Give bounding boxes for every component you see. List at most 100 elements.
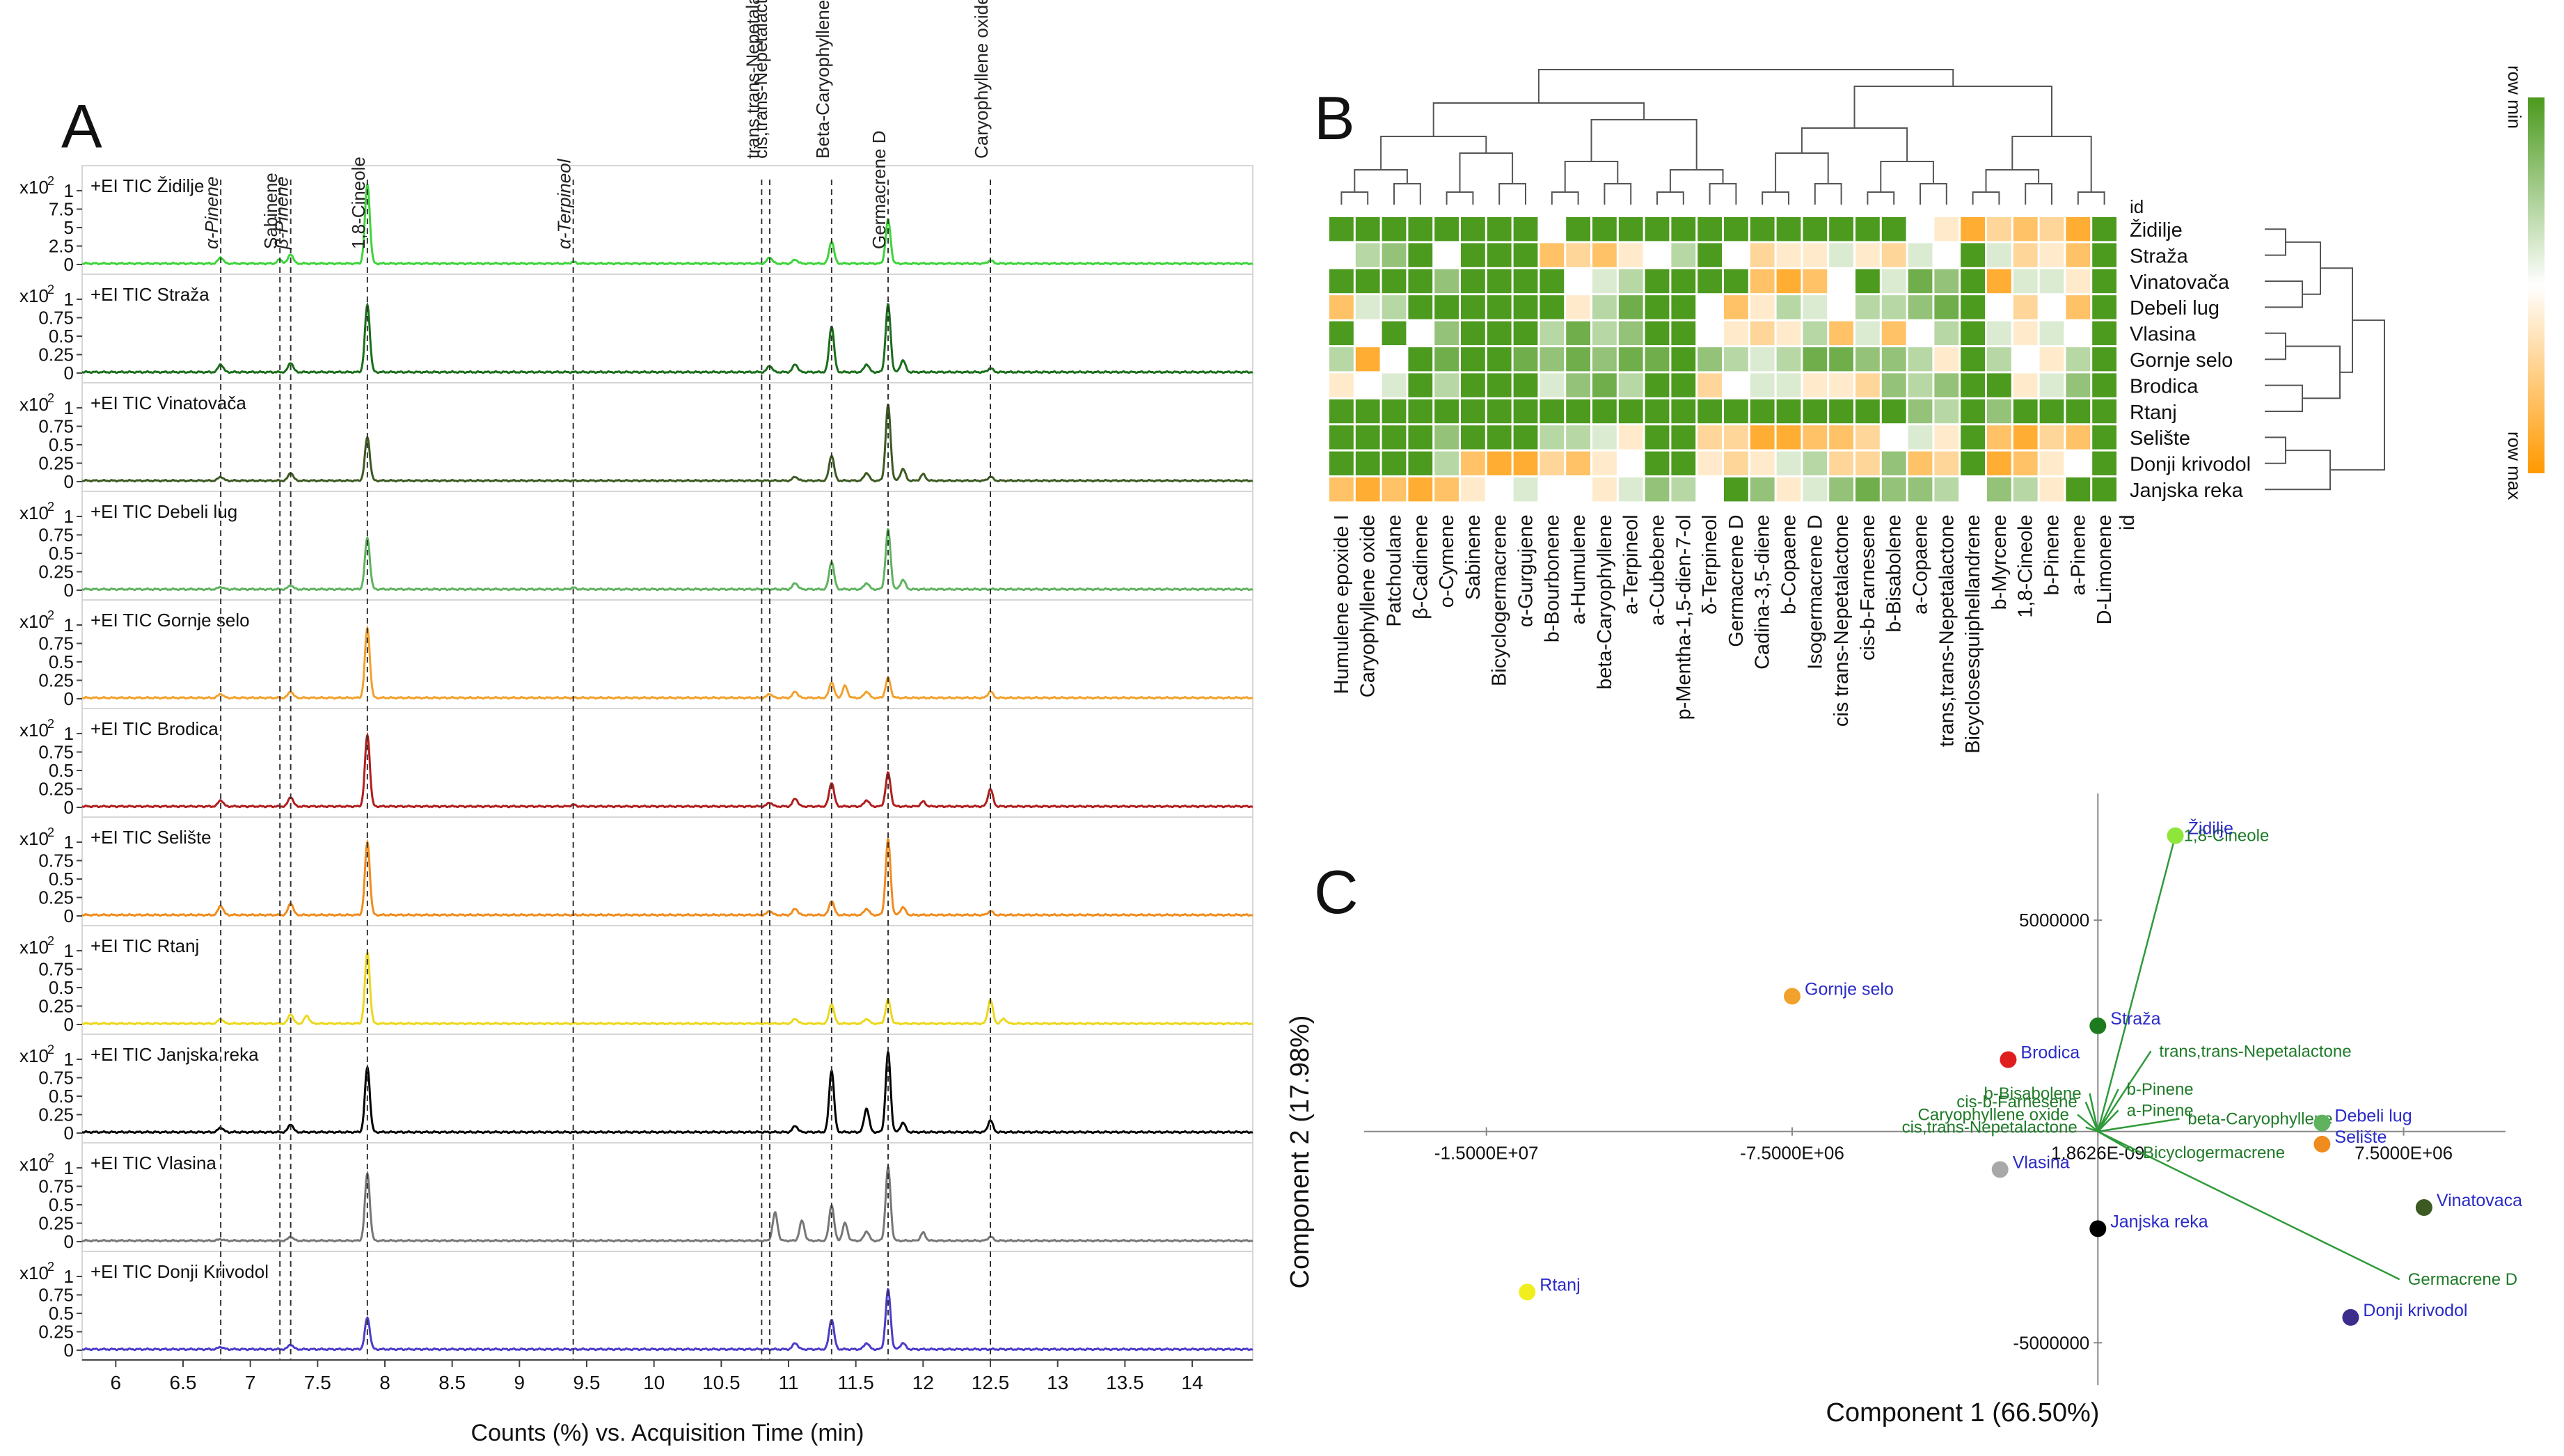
chromatogram-trace bbox=[82, 1166, 1253, 1243]
heatmap-cell bbox=[1961, 451, 1985, 475]
heatmap-cell bbox=[1987, 425, 2011, 450]
row-dendrogram-link bbox=[2265, 332, 2286, 361]
heatmap-cell bbox=[1987, 217, 2011, 242]
heatmap-cell bbox=[1855, 399, 1880, 424]
heatmap-cell bbox=[1671, 243, 1696, 267]
heatmap-cell bbox=[1540, 373, 1565, 397]
heatmap-cell bbox=[1855, 373, 1880, 397]
heatmap-cell bbox=[1382, 477, 1407, 502]
heatmap-column-label: δ-Terpineol bbox=[1699, 514, 1721, 615]
heatmap-cell bbox=[1329, 321, 1354, 345]
heatmap-cell bbox=[1961, 347, 1985, 372]
heatmap-cell bbox=[1724, 399, 1748, 424]
series-name: +EI TIC Janjska reka bbox=[90, 1044, 259, 1065]
score-point-label: Debeli lug bbox=[2334, 1107, 2412, 1126]
heatmap-cell bbox=[1671, 425, 1696, 450]
heatmap-cell bbox=[1671, 295, 1696, 319]
column-dendrogram-link bbox=[1590, 119, 1698, 170]
heatmap-cell bbox=[1829, 295, 1853, 319]
heatmap-cell bbox=[1724, 425, 1748, 450]
row-dendrogram-link bbox=[2320, 267, 2353, 373]
score-point-label: Donji krivodol bbox=[2363, 1301, 2467, 1320]
y-tick-label: 5 bbox=[64, 217, 74, 238]
heatmap-cell bbox=[1461, 217, 1485, 242]
series-name: +EI TIC Selište bbox=[90, 827, 212, 848]
y-tick-label: 0 bbox=[64, 688, 74, 709]
column-dendrogram-link bbox=[1537, 69, 1954, 103]
y-tick-label: 1 bbox=[64, 1157, 74, 1178]
heatmap-cell bbox=[1961, 399, 1985, 424]
heatmap-column-label: α-Gurgujene bbox=[1515, 514, 1537, 627]
heatmap-cell bbox=[1487, 217, 1512, 242]
loading-vector bbox=[2097, 1089, 2119, 1132]
heatmap-cell bbox=[1540, 217, 1565, 242]
heatmap-cell bbox=[1724, 269, 1748, 294]
heatmap-cell bbox=[1881, 321, 1906, 345]
heatmap-cell bbox=[2092, 477, 2116, 502]
heatmap-cell bbox=[1618, 477, 1643, 502]
heatmap-column-label: a-Terpineol bbox=[1620, 514, 1643, 614]
heatmap-cell bbox=[1592, 347, 1617, 372]
heatmap-cell bbox=[1355, 477, 1380, 502]
heatmap-cell bbox=[1776, 425, 1801, 450]
y-tick-label: 1 bbox=[64, 940, 74, 961]
strip-frame bbox=[81, 1251, 1253, 1361]
peak-marker-label: trans,trans-Nepetalactone bbox=[742, 0, 763, 159]
heatmap-cell bbox=[1724, 477, 1748, 502]
heatmap-row-label: Brodica bbox=[2130, 375, 2199, 397]
y-tick-label: 0 bbox=[64, 254, 74, 275]
heatmap-column-label: b-Bourbonene bbox=[1541, 514, 1563, 642]
heatmap-cell bbox=[1961, 425, 1985, 450]
heatmap-cell bbox=[1540, 321, 1565, 345]
column-dendrogram-link bbox=[1669, 169, 1724, 192]
series-name: +EI TIC Židilje bbox=[90, 175, 205, 196]
heatmap-column-label: 1,8-Cineole bbox=[2015, 514, 2037, 617]
heatmap-cell bbox=[1434, 269, 1459, 294]
loading-vector bbox=[2097, 1109, 2119, 1132]
y-tick-label: 1 bbox=[64, 615, 74, 635]
heatmap-cell bbox=[1934, 217, 1959, 242]
score-point bbox=[1784, 988, 1801, 1005]
column-dendrogram-link bbox=[1880, 161, 1934, 192]
heatmap-cell bbox=[1382, 243, 1407, 267]
heatmap-row-label: Janjska reka bbox=[2130, 480, 2244, 502]
heatmap-cell bbox=[1724, 347, 1748, 372]
heatmap-cell bbox=[2039, 269, 2064, 294]
heatmap-cell bbox=[1829, 373, 1853, 397]
heatmap-column-label: b-Bisabolene bbox=[1883, 514, 1906, 632]
peak-marker-label: β-Pinene bbox=[271, 177, 292, 250]
row-dendrogram-link bbox=[2330, 319, 2385, 471]
x-tick-label: 8 bbox=[379, 1372, 390, 1393]
heatmap-cell bbox=[1829, 477, 1853, 502]
heatmap-column-label: Humulene epoxide I bbox=[1331, 514, 1353, 694]
peak-marker-label: Caryophyllene oxide bbox=[971, 0, 992, 159]
heatmap-cell bbox=[1355, 425, 1380, 450]
heatmap-cell bbox=[1618, 321, 1643, 345]
y-tick-label: 0.5 bbox=[49, 1086, 74, 1107]
heatmap-cell bbox=[1908, 399, 1933, 424]
heatmap-column-label: trans,trans-Nepetalactone bbox=[1936, 514, 1958, 747]
heatmap-cell bbox=[1382, 295, 1407, 319]
peak-marker-label: 1,8-Cineole bbox=[348, 157, 369, 249]
heatmap-cell bbox=[1461, 399, 1485, 424]
pca-x-tick-label: -1.5000E+07 bbox=[1434, 1143, 1539, 1164]
heatmap-cell bbox=[1671, 373, 1696, 397]
heatmap-column-label: a-Humulene bbox=[1567, 514, 1590, 624]
loading-label: cis-b-Farnesene bbox=[1956, 1093, 2077, 1111]
column-dendrogram-link bbox=[1656, 191, 1684, 205]
heatmap-cell bbox=[1434, 321, 1459, 345]
heatmap-cell bbox=[1513, 477, 1538, 502]
heatmap-cell bbox=[1382, 425, 1407, 450]
heatmap-cell bbox=[2066, 347, 2091, 372]
score-point-label: Vinatovaca bbox=[2437, 1191, 2522, 1210]
row-dendrogram-link bbox=[2286, 345, 2341, 399]
heatmap-cell bbox=[2013, 269, 2038, 294]
heatmap-cell bbox=[1461, 243, 1485, 267]
heatmap-cell bbox=[1382, 269, 1407, 294]
y-tick-label: 0.25 bbox=[38, 779, 74, 800]
score-point-label: Straža bbox=[2110, 1009, 2160, 1029]
x-tick-label: 11 bbox=[778, 1372, 798, 1393]
